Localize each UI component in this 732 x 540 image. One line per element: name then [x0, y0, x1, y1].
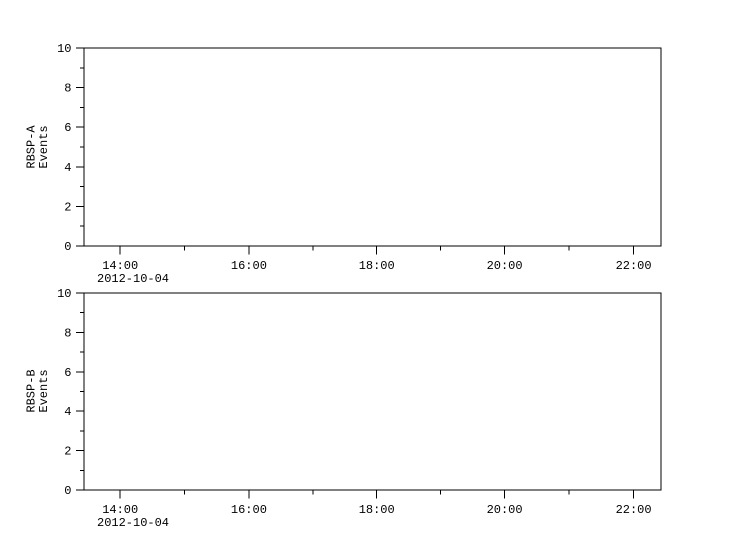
svg-text:4: 4 — [64, 161, 71, 175]
svg-text:8: 8 — [64, 82, 71, 96]
svg-text:2: 2 — [64, 200, 71, 214]
svg-text:14:00: 14:00 — [102, 503, 138, 517]
svg-text:2012-10-04: 2012-10-04 — [97, 272, 169, 286]
svg-text:Events: Events — [37, 369, 51, 412]
svg-text:20:00: 20:00 — [487, 259, 523, 273]
svg-text:0: 0 — [64, 484, 71, 498]
svg-text:10: 10 — [57, 287, 71, 301]
svg-text:2012-10-04: 2012-10-04 — [97, 516, 169, 530]
svg-text:6: 6 — [64, 121, 71, 135]
svg-text:22:00: 22:00 — [616, 259, 652, 273]
svg-text:8: 8 — [64, 326, 71, 340]
svg-text:22:00: 22:00 — [616, 503, 652, 517]
svg-text:14:00: 14:00 — [102, 259, 138, 273]
svg-text:20:00: 20:00 — [487, 503, 523, 517]
svg-text:6: 6 — [64, 366, 71, 380]
svg-text:4: 4 — [64, 405, 71, 419]
svg-text:16:00: 16:00 — [231, 503, 267, 517]
svg-text:18:00: 18:00 — [359, 503, 395, 517]
svg-text:Events: Events — [37, 125, 51, 168]
svg-text:16:00: 16:00 — [231, 259, 267, 273]
svg-text:0: 0 — [64, 240, 71, 254]
svg-text:18:00: 18:00 — [359, 259, 395, 273]
svg-text:10: 10 — [57, 42, 71, 56]
svg-text:2: 2 — [64, 445, 71, 459]
